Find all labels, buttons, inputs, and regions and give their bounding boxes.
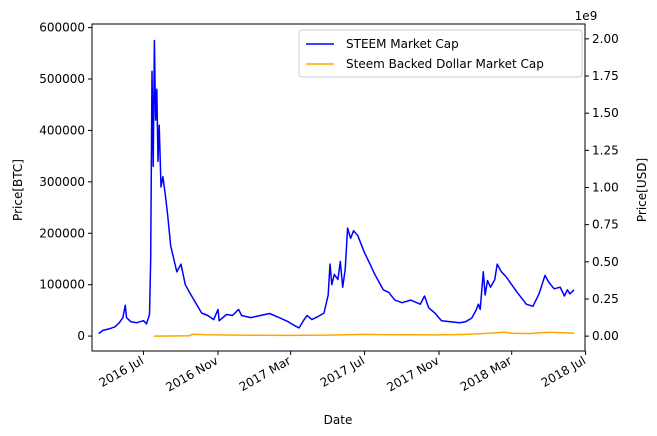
y-left-tick-label: 300000 — [39, 175, 85, 189]
legend-label-steem: STEEM Market Cap — [346, 37, 459, 51]
x-axis-label: Date — [324, 413, 353, 427]
legend: STEEM Market Cap Steem Backed Dollar Mar… — [298, 29, 583, 78]
x-tick-label: 2017 Nov — [384, 353, 441, 394]
y-right-tick-label: 1.75 — [592, 69, 619, 83]
y-left-tick-label: 500000 — [39, 72, 85, 86]
steem-market-cap-line — [98, 39, 575, 335]
x-tick-label: 2017 Jul — [318, 353, 367, 390]
y-right-tick-label: 0.00 — [592, 329, 619, 343]
y-right-tick-label: 0.75 — [592, 218, 619, 232]
y-right-tick-label: 1.50 — [592, 106, 619, 120]
y-axis-left: 0 100000 200000 300000 400000 500000 600000 — [39, 21, 92, 343]
y-axis-right: 0.00 0.25 0.50 0.75 1.00 1.25 1.50 1.75 2.00 — [585, 32, 619, 343]
x-tick-label: 2017 Mar — [237, 353, 293, 394]
x-axis: 2016 Jul 2016 Nov 2017 Mar 2017 Jul 2017 Nov… — [97, 351, 588, 394]
sbd-market-cap-line — [153, 331, 575, 337]
x-tick-label: 2018 Jul — [539, 353, 588, 390]
y-left-tick-label: 600000 — [39, 21, 85, 35]
x-tick-label: 2018 Mar — [458, 353, 514, 394]
y-left-tick-label: 400000 — [39, 123, 85, 137]
plot-lines — [98, 39, 575, 337]
y-right-tick-label: 2.00 — [592, 32, 619, 46]
y-right-tick-label: 0.50 — [592, 255, 619, 269]
y-left-tick-label: 0 — [77, 329, 85, 343]
y-right-tick-label: 0.25 — [592, 292, 619, 306]
y-right-tick-label: 1.25 — [592, 143, 619, 157]
x-tick-label: 2016 Jul — [97, 353, 146, 390]
y-axis-right-offset-text: 1e9 — [575, 9, 598, 23]
y-left-tick-label: 100000 — [39, 278, 85, 292]
y-axis-left-label: Price[BTC] — [11, 159, 25, 221]
legend-label-sbd: Steem Backed Dollar Market Cap — [346, 57, 544, 71]
y-left-tick-label: 200000 — [39, 226, 85, 240]
y-right-tick-label: 1.00 — [592, 181, 619, 195]
legend-box — [298, 29, 583, 78]
y-axis-right-label: Price[USD] — [635, 158, 649, 222]
x-tick-label: 2016 Nov — [163, 353, 220, 394]
